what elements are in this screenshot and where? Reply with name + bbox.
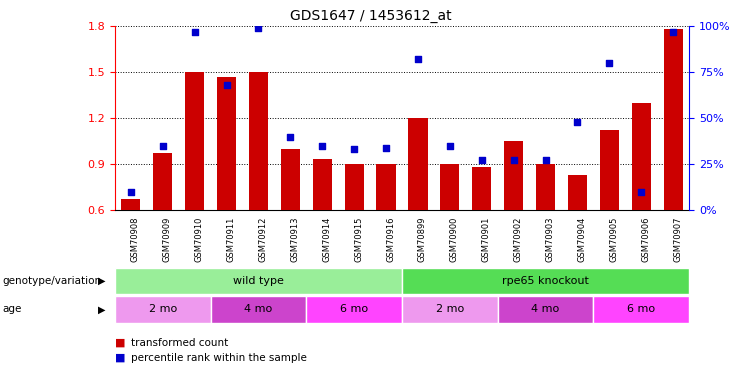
Text: GSM70908: GSM70908: [131, 216, 140, 262]
Text: wild type: wild type: [233, 276, 284, 286]
Point: [635, 189, 647, 195]
Point: [571, 119, 583, 125]
Text: GSM70914: GSM70914: [322, 216, 331, 262]
Bar: [115, 296, 210, 322]
Point: [476, 158, 488, 164]
Text: GSM70909: GSM70909: [163, 216, 172, 262]
Text: 2 mo: 2 mo: [149, 304, 177, 314]
Bar: [217, 77, 236, 210]
Text: ■: ■: [115, 338, 125, 348]
Bar: [498, 296, 594, 322]
Text: ▶: ▶: [98, 276, 105, 286]
Bar: [440, 164, 459, 210]
Text: transformed count: transformed count: [131, 338, 228, 348]
Bar: [281, 149, 300, 210]
Text: GDS1647 / 1453612_at: GDS1647 / 1453612_at: [290, 9, 451, 23]
Point: [508, 158, 519, 164]
Point: [285, 134, 296, 140]
Point: [253, 25, 265, 31]
Text: GSM70905: GSM70905: [609, 216, 619, 262]
Bar: [664, 29, 682, 210]
Text: 2 mo: 2 mo: [436, 304, 464, 314]
Point: [539, 158, 551, 164]
Text: 4 mo: 4 mo: [245, 304, 273, 314]
Bar: [504, 141, 523, 210]
Bar: [122, 199, 140, 210]
Bar: [210, 296, 306, 322]
Text: GSM70912: GSM70912: [259, 216, 268, 262]
Text: percentile rank within the sample: percentile rank within the sample: [131, 353, 307, 363]
Point: [316, 143, 328, 149]
Text: GSM70904: GSM70904: [577, 216, 586, 262]
Point: [603, 60, 615, 66]
Point: [221, 82, 233, 88]
Text: ■: ■: [115, 353, 125, 363]
Text: GSM70913: GSM70913: [290, 216, 299, 262]
Text: GSM70911: GSM70911: [227, 216, 236, 262]
Point: [157, 143, 169, 149]
Text: GSM70903: GSM70903: [545, 216, 554, 262]
Bar: [408, 118, 428, 210]
Point: [444, 143, 456, 149]
Bar: [249, 72, 268, 210]
FancyBboxPatch shape: [402, 268, 689, 294]
Text: ▶: ▶: [98, 304, 105, 314]
Text: GSM70906: GSM70906: [641, 216, 651, 262]
Bar: [376, 164, 396, 210]
Text: GSM70910: GSM70910: [195, 216, 204, 262]
Bar: [599, 130, 619, 210]
Bar: [472, 167, 491, 210]
Text: GSM70901: GSM70901: [482, 216, 491, 262]
Bar: [313, 159, 332, 210]
Bar: [185, 72, 205, 210]
Bar: [153, 153, 172, 210]
Text: GSM70902: GSM70902: [514, 216, 522, 262]
Text: 6 mo: 6 mo: [340, 304, 368, 314]
Text: 4 mo: 4 mo: [531, 304, 559, 314]
Text: GSM70900: GSM70900: [450, 216, 459, 262]
Text: 6 mo: 6 mo: [627, 304, 655, 314]
Point: [348, 146, 360, 152]
Bar: [631, 103, 651, 210]
Text: GSM70915: GSM70915: [354, 216, 363, 262]
Text: GSM70899: GSM70899: [418, 216, 427, 262]
Point: [380, 144, 392, 150]
FancyBboxPatch shape: [115, 268, 402, 294]
Point: [667, 29, 679, 35]
Bar: [594, 296, 689, 322]
Bar: [402, 296, 498, 322]
Bar: [345, 164, 364, 210]
Point: [412, 56, 424, 62]
Point: [125, 189, 137, 195]
Bar: [306, 296, 402, 322]
Bar: [568, 175, 587, 210]
Text: rpe65 knockout: rpe65 knockout: [502, 276, 589, 286]
Point: [189, 29, 201, 35]
Bar: [536, 164, 555, 210]
Text: GSM70916: GSM70916: [386, 216, 395, 262]
Text: GSM70907: GSM70907: [673, 216, 682, 262]
Text: genotype/variation: genotype/variation: [2, 276, 102, 286]
Text: age: age: [2, 304, 21, 314]
